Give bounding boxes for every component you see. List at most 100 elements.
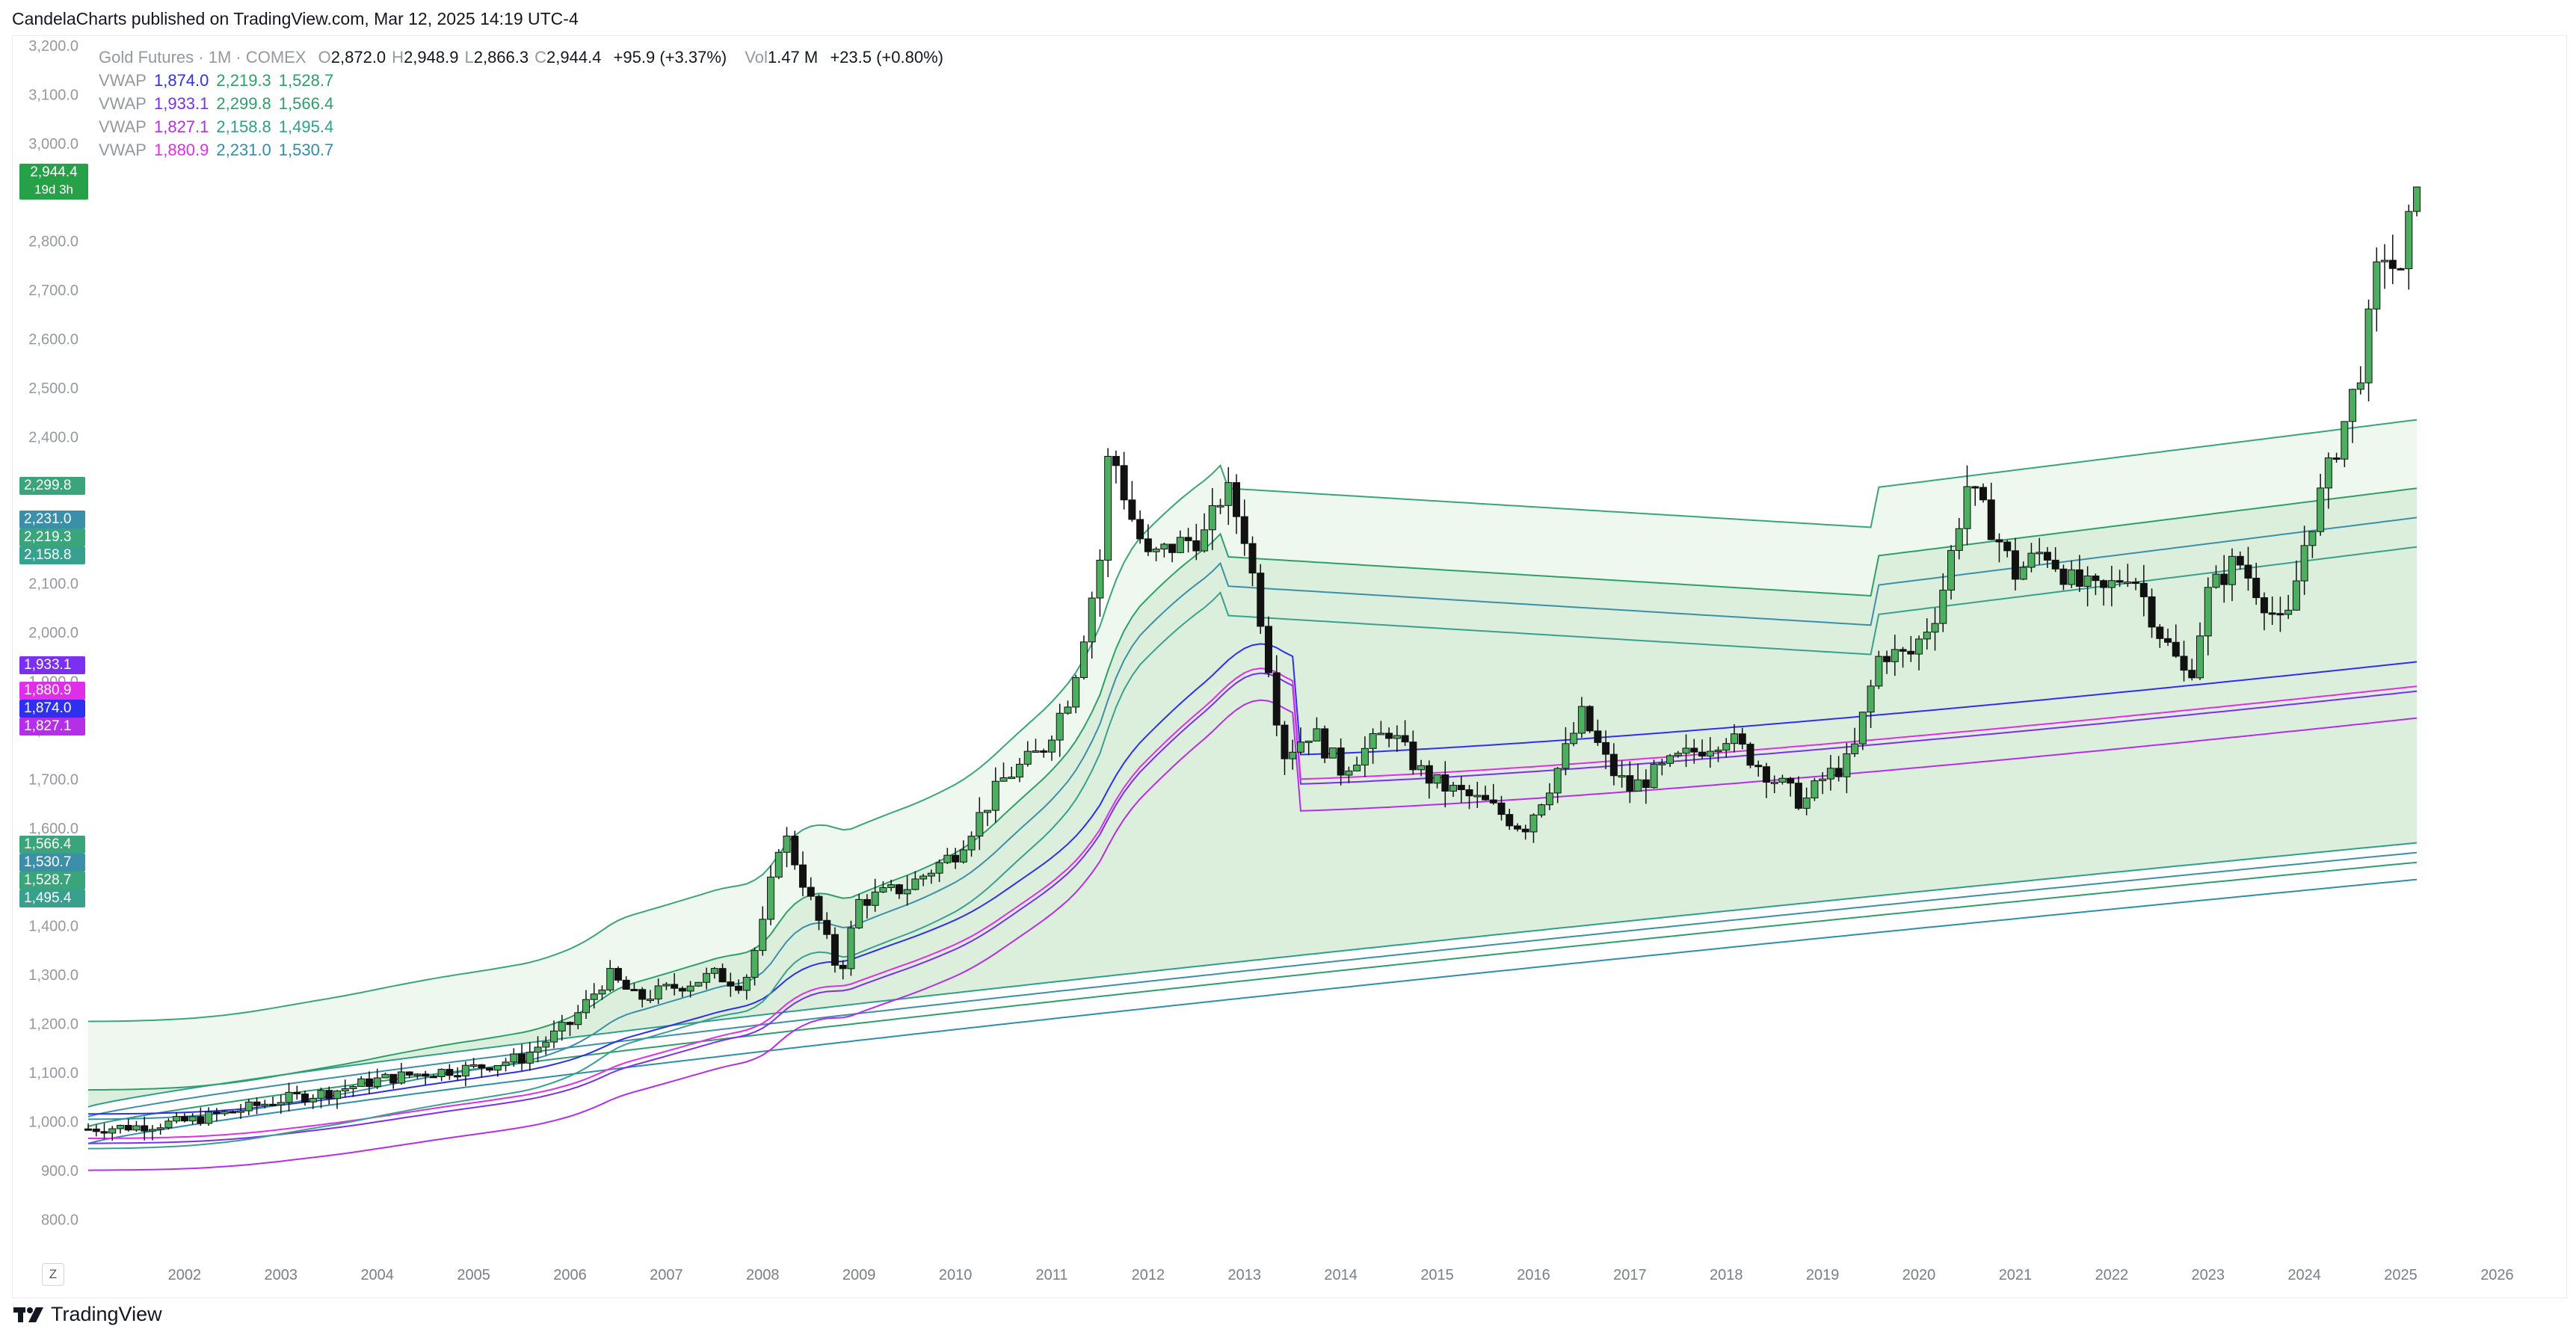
candle-body xyxy=(598,989,606,995)
candle-body xyxy=(2092,576,2100,582)
candle-body xyxy=(301,1093,309,1103)
candle-body xyxy=(1104,456,1112,561)
legend-vwap-value: 2,158.8 xyxy=(216,117,271,136)
candle-body xyxy=(116,1125,124,1129)
vwap-line-mid xyxy=(88,667,2418,1139)
candle-body xyxy=(1883,656,1891,662)
candle-body xyxy=(1248,543,1257,574)
y-tick-label: 1,100.0 xyxy=(28,1065,78,1082)
candle-body xyxy=(1521,828,1529,833)
candle-body xyxy=(2397,268,2405,271)
candle-body xyxy=(1987,499,1995,540)
candle-body xyxy=(991,780,999,811)
candle-body xyxy=(2364,308,2373,383)
candle-body xyxy=(1176,537,1184,553)
publisher-header: CandelaCharts published on TradingView.c… xyxy=(12,9,579,28)
candle-body xyxy=(1072,676,1080,708)
x-tick-label: 2018 xyxy=(1710,1267,1743,1283)
candle-body xyxy=(1056,712,1064,741)
candle-body xyxy=(1867,685,1875,713)
candle-body xyxy=(831,934,839,966)
candle-body xyxy=(1939,589,1947,624)
candle-body xyxy=(1304,740,1313,743)
x-tick-label: 2010 xyxy=(939,1267,973,1283)
candle-body xyxy=(2244,564,2252,579)
candle-body xyxy=(349,1086,357,1089)
candle-body xyxy=(429,1076,437,1079)
candle-body xyxy=(566,1022,574,1026)
candle-body xyxy=(1529,814,1538,833)
candle-body xyxy=(413,1073,422,1076)
legend-vwap-row: VWAP 1,874.0 2,219.3 1,528.7 xyxy=(99,71,333,90)
candle-body xyxy=(2196,635,2204,679)
chart-frame xyxy=(12,35,2567,1298)
price-badge: 1,933.1 xyxy=(19,656,85,674)
candle-body xyxy=(2011,550,2019,580)
candle-body xyxy=(1682,747,1690,754)
x-tick-label: 2011 xyxy=(1035,1267,1067,1283)
candle-body xyxy=(1257,573,1265,627)
candle-body xyxy=(590,993,598,1000)
candle-body xyxy=(2268,612,2276,615)
y-tick-label: 1,000.0 xyxy=(28,1114,78,1130)
candle-body xyxy=(244,1101,253,1111)
y-tick-label: 2,400.0 xyxy=(28,429,78,445)
candle-body xyxy=(437,1069,446,1077)
candle-body xyxy=(1425,765,1433,784)
candle-body xyxy=(742,976,751,991)
candle-body xyxy=(2220,573,2228,585)
candle-body xyxy=(2252,577,2261,599)
candle-body xyxy=(454,1075,462,1078)
legend-vwap-row: VWAP 1,827.1 2,158.8 1,495.4 xyxy=(99,117,333,137)
candle-body xyxy=(614,968,622,981)
candle-body xyxy=(911,878,919,890)
candle-body xyxy=(887,884,896,888)
candle-body xyxy=(1160,543,1168,549)
auto-zoom-button[interactable]: Z xyxy=(42,1263,64,1286)
candle-body xyxy=(1858,712,1867,744)
x-tick-label: 2024 xyxy=(2287,1267,2321,1283)
candle-body xyxy=(1907,650,1915,655)
candle-body xyxy=(1731,733,1739,744)
candle-body xyxy=(2156,626,2164,639)
candle-body xyxy=(1650,763,1658,789)
candle-body xyxy=(2300,545,2308,582)
candle-body xyxy=(229,1111,237,1114)
candle-body xyxy=(1787,777,1795,784)
candle-body xyxy=(710,968,718,974)
candle-body xyxy=(1272,672,1281,726)
candle-body xyxy=(2100,580,2108,588)
candle-body xyxy=(1079,641,1088,678)
candle-body xyxy=(1754,765,1763,768)
candle-body xyxy=(2405,211,2413,269)
candle-body xyxy=(493,1065,502,1071)
candle-body xyxy=(574,1012,582,1026)
candle-body xyxy=(253,1101,261,1106)
candle-body xyxy=(1441,774,1449,792)
candle-body xyxy=(1794,783,1802,809)
candle-body xyxy=(2116,580,2124,583)
candle-body xyxy=(1819,778,1827,782)
candle-body xyxy=(510,1053,518,1063)
candle-body xyxy=(1401,735,1409,743)
candle-body xyxy=(100,1131,108,1134)
price-badge: 1,566.4 xyxy=(19,835,85,854)
candle-body xyxy=(1658,762,1666,765)
candle-body xyxy=(2373,261,2381,309)
candle-body xyxy=(389,1073,398,1084)
candle-body xyxy=(2332,457,2341,460)
candle-body xyxy=(1722,743,1731,750)
candle-body xyxy=(1497,802,1506,815)
candle-body xyxy=(397,1071,405,1084)
y-tick-label: 2,100.0 xyxy=(28,576,78,593)
candle-body xyxy=(2212,573,2220,588)
candle-body xyxy=(1296,741,1304,753)
footer-brand[interactable]: TradingView xyxy=(13,1303,162,1326)
price-badge: 2,219.3 xyxy=(19,528,85,546)
candle-body xyxy=(582,999,590,1014)
legend-vwap-label: VWAP xyxy=(99,94,147,113)
time-axis: 2002 2003 2004 2005 2006 2007 2008 2009 2010 2011… xyxy=(168,1267,2514,1283)
candle-body xyxy=(694,981,703,987)
candle-body xyxy=(2381,259,2389,262)
